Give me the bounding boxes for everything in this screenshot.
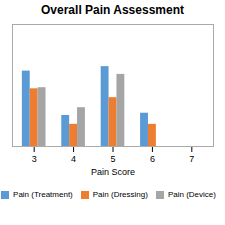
svg-text:4: 4 [71, 154, 76, 164]
html-text:Pain (Device): Pain (Device) [167, 190, 216, 199]
html-text:Pain (Treatment): Pain (Treatment) [13, 190, 73, 199]
svg-text:5: 5 [110, 154, 115, 164]
svg-text:3: 3 [32, 154, 37, 164]
html-text:Pain (Dressing): Pain (Dressing) [92, 190, 148, 199]
svg-text:Pain Score: Pain Score [91, 167, 135, 177]
html-text:Overall Pain Assessment: Overall Pain Assessment [41, 3, 184, 17]
svg-text:7: 7 [189, 154, 194, 164]
svg-text:6: 6 [150, 154, 155, 164]
